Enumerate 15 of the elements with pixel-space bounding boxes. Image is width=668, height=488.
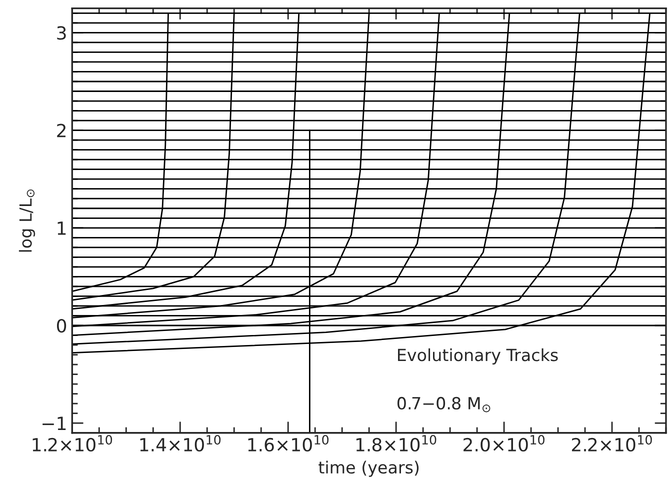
x-tick-label: 1.2×10$^{10}$ [32,435,112,452]
x-axis-title: time (years) [318,460,419,477]
y-tick-label: 3 [57,26,66,40]
y-axis-title: log L/L$_{⊙}$ [18,189,36,252]
x-tick-label: 2.0×10$^{10}$ [464,435,544,452]
x-tick-label: 2.2×10$^{10}$ [572,435,652,452]
annotation: 0.7−0.8 M$_{⊙}$ [397,396,490,412]
x-tick-label: 1.8×10$^{10}$ [356,435,436,452]
x-tick-label: 1.6×10$^{10}$ [248,435,329,452]
y-tick-label: 0 [56,318,66,333]
y-tick-label: 1 [58,222,66,235]
annotation: Evolutionary Tracks [398,348,558,364]
x-tick-label: 1.4×10$^{10}$ [140,435,221,452]
y-tick-label: −1 [42,416,66,430]
y-tick-label: 2 [57,124,66,138]
